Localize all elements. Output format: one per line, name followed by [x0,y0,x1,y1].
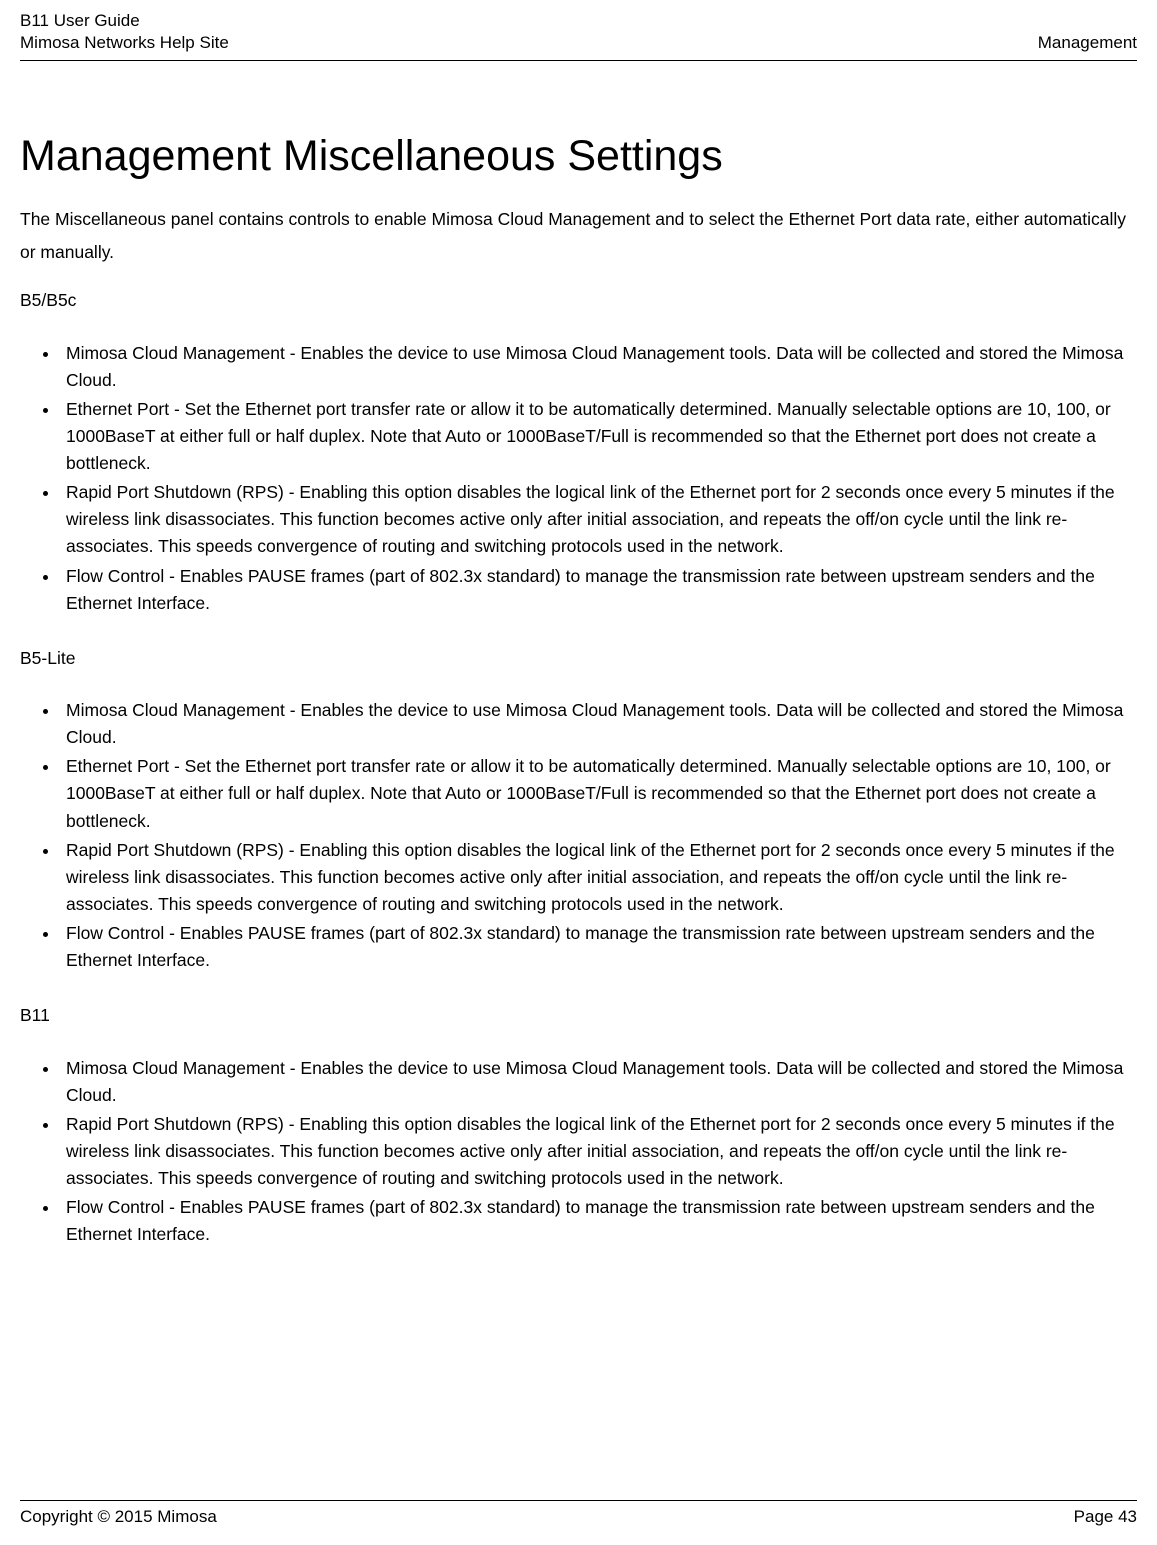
list-item: Flow Control - Enables PAUSE frames (par… [60,920,1137,974]
footer-copyright: Copyright © 2015 Mimosa [20,1507,217,1527]
header-section-name: Management [1038,32,1137,54]
document-page: B11 User Guide Mimosa Networks Help Site… [0,0,1157,1545]
section-list-b5lite: Mimosa Cloud Management - Enables the de… [20,697,1137,974]
header-left: B11 User Guide Mimosa Networks Help Site [20,10,229,54]
page-content: Management Miscellaneous Settings The Mi… [20,131,1137,1480]
list-item: Flow Control - Enables PAUSE frames (par… [60,563,1137,617]
list-item: Mimosa Cloud Management - Enables the de… [60,340,1137,394]
section-list-b11: Mimosa Cloud Management - Enables the de… [20,1055,1137,1249]
page-title: Management Miscellaneous Settings [20,131,1137,183]
list-item: Ethernet Port - Set the Ethernet port tr… [60,753,1137,834]
header-site-title: Mimosa Networks Help Site [20,32,229,54]
list-item: Rapid Port Shutdown (RPS) - Enabling thi… [60,479,1137,560]
list-item: Rapid Port Shutdown (RPS) - Enabling thi… [60,1111,1137,1192]
intro-paragraph: The Miscellaneous panel contains control… [20,203,1137,270]
list-item: Ethernet Port - Set the Ethernet port tr… [60,396,1137,477]
list-item: Flow Control - Enables PAUSE frames (par… [60,1194,1137,1248]
page-footer: Copyright © 2015 Mimosa Page 43 [20,1500,1137,1545]
section-list-b5b5c: Mimosa Cloud Management - Enables the de… [20,340,1137,617]
list-item: Mimosa Cloud Management - Enables the de… [60,1055,1137,1109]
section-label-b5lite: B5-Lite [20,645,1137,671]
header-guide-title: B11 User Guide [20,10,229,32]
list-item: Rapid Port Shutdown (RPS) - Enabling thi… [60,837,1137,918]
footer-page-number: Page 43 [1074,1507,1137,1527]
section-label-b11: B11 [20,1002,1137,1028]
list-item: Mimosa Cloud Management - Enables the de… [60,697,1137,751]
section-label-b5b5c: B5/B5c [20,287,1137,313]
page-header: B11 User Guide Mimosa Networks Help Site… [20,10,1137,61]
header-right: Management [1038,32,1137,54]
